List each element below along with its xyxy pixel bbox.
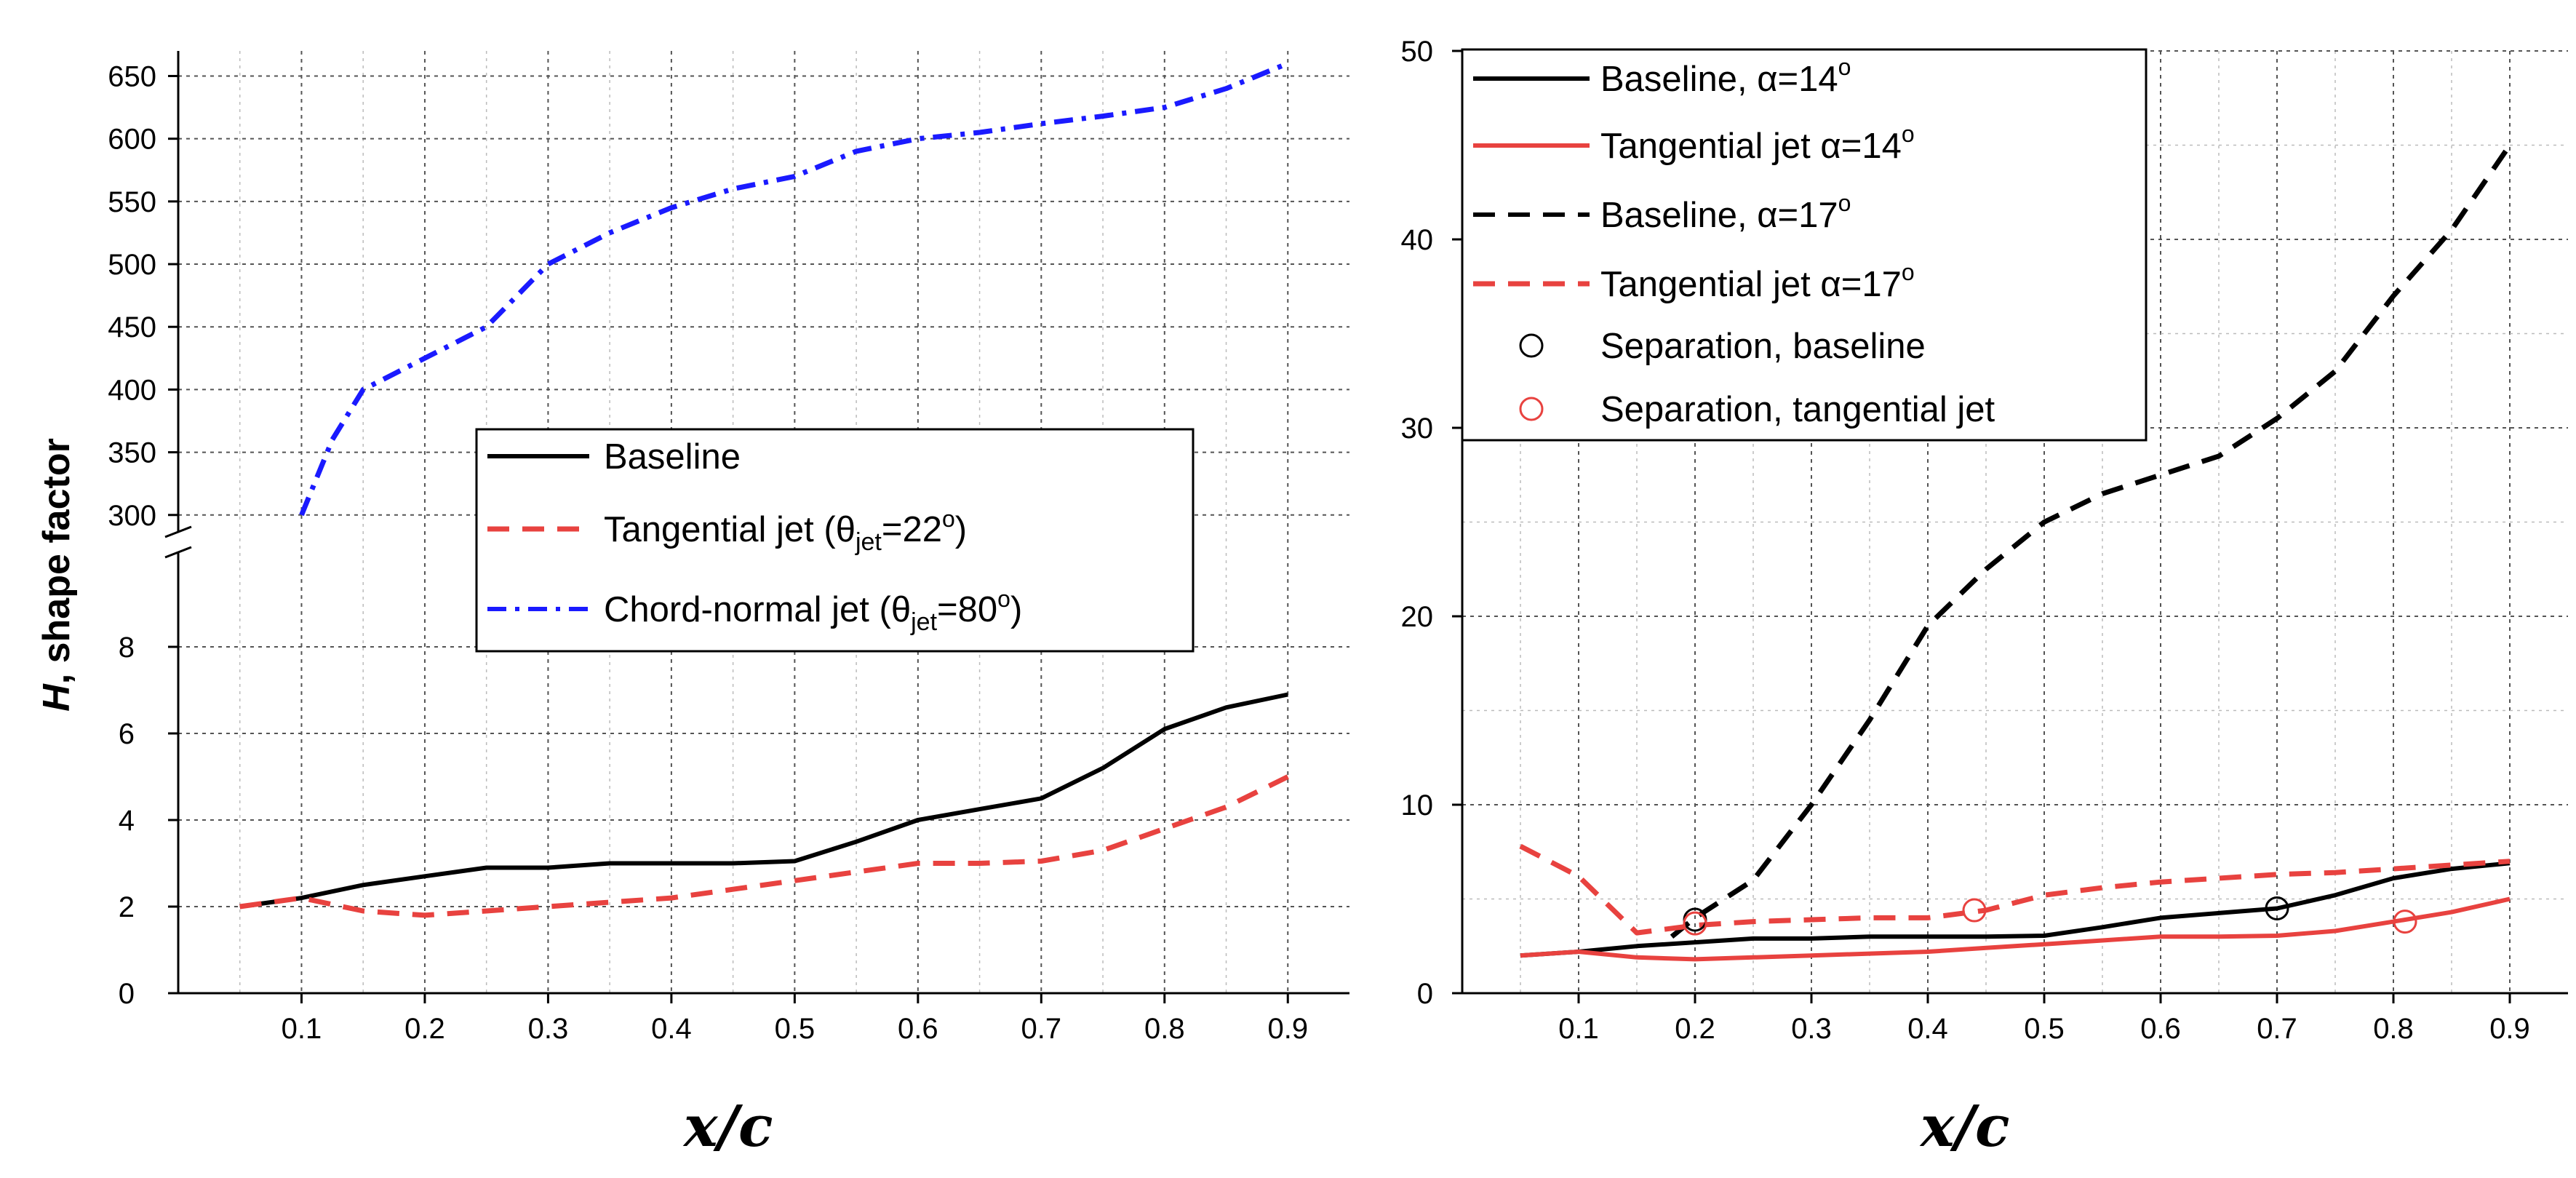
left-y-tick-label: 650 [108, 60, 156, 92]
left-legend-tangential-sup: o [942, 506, 955, 532]
right-legend-tangential-17-text: Tangential jet α=17 [1600, 265, 1902, 304]
left-y-tick-label: 0 [119, 978, 135, 1010]
left-y-tick-label: 600 [108, 124, 156, 156]
left-legend-tangential-sub: jet [855, 528, 882, 556]
left-legend-chordnormal-sub: jet [910, 608, 937, 636]
left-x-axis-label: x/c [682, 1094, 773, 1160]
right-legend-tangential-14-text: Tangential jet α=14 [1600, 127, 1902, 166]
left-series [239, 60, 1289, 918]
left-chart: 0.1 0.2 0.3 0.4 0.5 0.6 0.7 0.8 0.9 0 2 4 6 8 300 350 4… [36, 51, 1349, 1160]
left-series-line-2 [299, 60, 1289, 517]
right-x-tick-label: 0.5 [2024, 1013, 2065, 1045]
right-legend-label-tangential-17: Tangential jet α=17o [1600, 259, 1915, 304]
left-legend-label-tangential: Tangential jet (θjet=22o) [604, 506, 967, 556]
left-legend-label-chordnormal: Chord-normal jet (θjet=80o) [604, 586, 1022, 636]
right-legend: Baseline, α=14o Tangential jet α=14o Bas… [1461, 48, 2148, 442]
right-x-tick-label: 0.8 [2373, 1013, 2414, 1045]
left-y-tick-label: 2 [119, 891, 135, 923]
left-y-tick-label: 550 [108, 186, 156, 218]
right-series-line-0 [1520, 861, 2511, 958]
left-y-axis-label: H, shape factor [36, 438, 78, 712]
left-axes [164, 51, 1349, 995]
left-y-axis-label-text: , shape factor [36, 438, 78, 684]
right-x-tick-label: 0.7 [2257, 1013, 2297, 1045]
right-separation-marker-0 [2265, 896, 2289, 920]
right-legend-tangential-14-sup: o [1902, 121, 1915, 147]
left-x-tick-label: 0.1 [282, 1013, 322, 1045]
left-legend-tangential-tail: =22 [882, 510, 942, 549]
right-x-tick-label: 0.9 [2489, 1013, 2530, 1045]
right-x-tick-label: 0.3 [1791, 1013, 1832, 1045]
right-legend-label-separation-tangential: Separation, tangential jet [1600, 390, 1995, 429]
right-legend-label-tangential-14: Tangential jet α=14o [1600, 121, 1915, 166]
right-x-tick-label: 0.2 [1675, 1013, 1715, 1045]
right-series-line-1 [1520, 896, 2511, 962]
left-x-tick-label: 0.7 [1021, 1013, 1062, 1045]
right-legend-marker-separation-tangential [1519, 397, 1544, 421]
right-legend-marker-separation-baseline [1519, 333, 1544, 358]
left-y-axis-label-symbol: H [36, 683, 78, 712]
right-y-ticks: 0 10 20 30 40 50 [1401, 36, 1462, 1010]
right-x-ticks: 0.1 0.2 0.3 0.4 0.5 0.6 0.7 0.8 0.9 [1558, 993, 2530, 1045]
left-y-tick-label: 6 [119, 718, 135, 750]
left-x-tick-label: 0.3 [528, 1013, 569, 1045]
right-chart: 0.1 0.2 0.3 0.4 0.5 0.6 0.7 0.8 0.9 01020304050 … [1401, 36, 2568, 1160]
left-grid [178, 51, 1349, 994]
right-legend-baseline-14-text: Baseline, α=14 [1600, 60, 1838, 99]
left-legend-chordnormal-tail: =80 [937, 590, 997, 629]
right-x-tick-label: 0.6 [2140, 1013, 2181, 1045]
left-legend-chordnormal-end: ) [1010, 590, 1022, 629]
left-x-tick-label: 0.9 [1267, 1013, 1308, 1045]
right-x-axis-label: x/c [1919, 1094, 2009, 1160]
left-x-tick-label: 0.4 [651, 1013, 692, 1045]
left-legend: Baseline Tangential jet (θjet=22o) Chord… [475, 428, 1195, 653]
right-legend-label-baseline-14: Baseline, α=14o [1600, 54, 1851, 99]
right-legend-label-baseline-17: Baseline, α=17o [1600, 190, 1851, 235]
left-y-tick-label: 400 [108, 374, 156, 406]
right-separation-marker-1 [1683, 911, 1707, 936]
right-legend-label-separation-baseline: Separation, baseline [1600, 327, 1926, 366]
left-legend-tangential-end: ) [955, 510, 967, 549]
right-x-tick-label: 0.1 [1558, 1013, 1599, 1045]
right-y-tick-label: 30 [1401, 413, 1434, 445]
right-y-tick-label: 20 [1401, 601, 1434, 633]
left-legend-chordnormal-sup: o [997, 586, 1010, 612]
right-x-tick-label: 0.4 [1907, 1013, 1948, 1045]
right-y-tick-label: 50 [1401, 36, 1434, 68]
right-y-tick-label: 40 [1401, 224, 1434, 256]
right-legend-tangential-17-sup: o [1902, 259, 1915, 285]
left-axis-break-mark [164, 525, 192, 538]
left-axis-break-gap [170, 533, 187, 552]
left-legend-box [475, 428, 1195, 653]
left-legend-label-baseline: Baseline [604, 437, 741, 477]
left-y-tick-label: 8 [119, 632, 135, 664]
left-x-tick-label: 0.2 [404, 1013, 445, 1045]
right-series-line-2 [1670, 143, 2512, 939]
left-legend-tangential-text: Tangential jet (θ [604, 510, 856, 549]
left-legend-chordnormal-text: Chord-normal jet (θ [604, 590, 911, 629]
left-y-tick-label: 300 [108, 500, 156, 532]
left-y-tick-label: 500 [108, 249, 156, 281]
left-y-ticks: 0 2 4 6 8 300 350 400 450 500 550 600 650 [108, 60, 178, 1010]
right-legend-baseline-17-sup: o [1838, 190, 1851, 216]
left-axis-break-mark [164, 546, 192, 559]
right-legend-box [1461, 48, 2148, 442]
right-y-tick-label: 10 [1401, 789, 1434, 821]
left-x-tick-label: 0.8 [1144, 1013, 1185, 1045]
left-series-line-0 [239, 692, 1288, 909]
left-y-tick-label: 450 [108, 311, 156, 343]
right-separation-marker-1 [1962, 898, 1987, 923]
left-series-line-1 [239, 774, 1289, 918]
right-legend-baseline-17-text: Baseline, α=17 [1600, 196, 1838, 235]
left-x-tick-label: 0.6 [898, 1013, 938, 1045]
right-series [1519, 143, 2512, 962]
left-x-tick-label: 0.5 [775, 1013, 816, 1045]
right-separation-marker-1 [2393, 910, 2417, 934]
left-x-ticks: 0.1 0.2 0.3 0.4 0.5 0.6 0.7 0.8 0.9 [282, 993, 1308, 1045]
left-y-tick-label: 4 [119, 805, 135, 837]
right-legend-baseline-14-sup: o [1838, 54, 1851, 80]
right-y-tick-label: 0 [1417, 978, 1433, 1010]
left-y-tick-label: 350 [108, 437, 156, 469]
